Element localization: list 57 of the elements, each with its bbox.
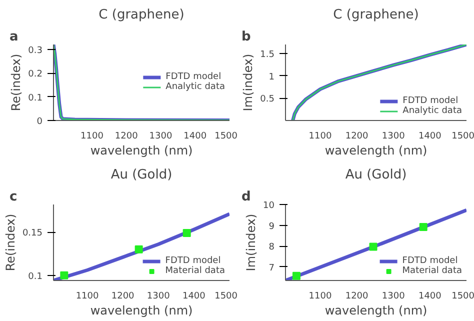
y-tick-label: 1.5 <box>260 50 275 60</box>
x-tick-label: 1500 <box>452 292 474 302</box>
x-tick-label: 1200 <box>345 132 369 142</box>
chart-title: C (graphene) <box>98 8 184 22</box>
x-tick-label: 1500 <box>214 292 238 302</box>
x-tick-label: 1400 <box>418 292 442 302</box>
x-tick-label: 1500 <box>214 132 238 142</box>
x-tick-label: 1200 <box>345 292 369 302</box>
x-tick-label: 1100 <box>76 292 100 302</box>
x-tick-label: 1400 <box>184 132 207 142</box>
legend-label: FDTD model <box>165 256 221 266</box>
x-tick-label: 1300 <box>382 292 406 302</box>
y-axis-title: Im(index) <box>241 54 256 112</box>
y-tick-label: 0.3 <box>28 46 43 56</box>
chart-title: Au (Gold) <box>110 168 172 182</box>
chart-title: C (graphene) <box>333 8 419 22</box>
y-tick-label: 0.1 <box>28 272 43 282</box>
x-tick-label: 1300 <box>382 132 406 142</box>
x-tick-label: 1400 <box>418 132 442 142</box>
text: b <box>242 30 251 44</box>
x-tick-label: 1100 <box>80 132 104 142</box>
x-tick-label: 1200 <box>114 132 138 142</box>
x-tick-label: 1400 <box>182 292 206 302</box>
legend-label: Analytic data <box>402 106 462 116</box>
y-axis-title: Re(index) <box>3 214 18 272</box>
x-tick-label: 1100 <box>308 292 332 302</box>
legend-label: Material data <box>402 266 462 276</box>
y-tick-label: 0.2 <box>28 70 43 80</box>
text: a <box>10 30 18 44</box>
y-axis-title: Im(index) <box>244 214 258 272</box>
chart-title: Au (Gold) <box>345 168 407 182</box>
x-axis-title: wavelength (nm) <box>324 304 428 318</box>
x-tick-label: 1300 <box>146 292 170 302</box>
y-tick-label: 10 <box>263 201 275 211</box>
x-tick-label: 1100 <box>308 132 332 142</box>
y-tick-label: 9 <box>268 222 275 232</box>
y-axis-title: Re(index) <box>9 54 24 112</box>
y-tick-label: 8 <box>268 242 275 253</box>
text: d <box>242 190 251 204</box>
legend-label: FDTD model <box>166 72 222 82</box>
x-tick-label: 1300 <box>149 132 172 142</box>
legend-label: Analytic data <box>166 82 225 92</box>
x-tick-label: 1500 <box>452 132 474 142</box>
x-axis-title: wavelength (nm) <box>324 144 428 158</box>
legend-label: Material data <box>165 266 225 276</box>
legend-label: FDTD model <box>402 256 458 266</box>
y-tick-label: 0 <box>36 117 43 127</box>
y-tick-label: 0.5 <box>260 94 275 105</box>
y-tick-label: 1 <box>268 72 275 82</box>
y-tick-label: 7 <box>268 263 275 274</box>
x-axis-title: wavelength (nm) <box>90 304 193 318</box>
y-tick-label: 0.15 <box>22 228 43 239</box>
legend-label: FDTD model <box>402 96 458 106</box>
text: c <box>10 190 18 204</box>
x-axis-title: wavelength (nm) <box>90 144 193 158</box>
x-tick-label: 1200 <box>111 292 135 302</box>
y-tick-label: 0.1 <box>28 93 43 104</box>
